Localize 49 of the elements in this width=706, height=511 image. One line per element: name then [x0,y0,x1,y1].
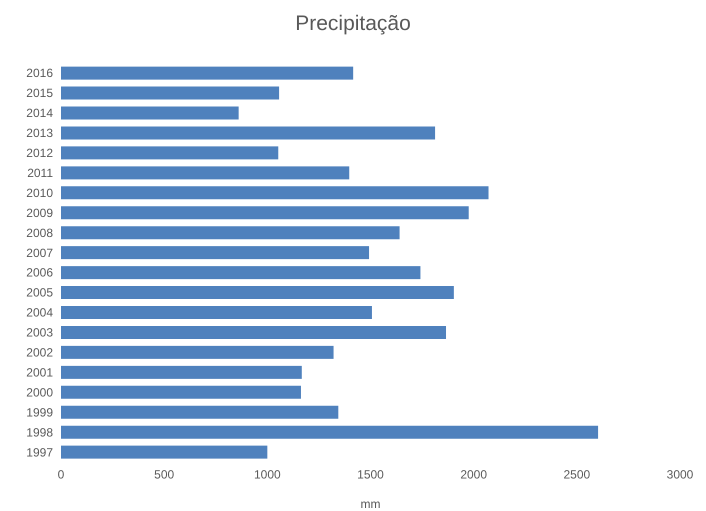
bar [61,366,302,379]
x-tick-label: 2500 [563,468,591,482]
bar [61,306,372,319]
bar [61,146,278,160]
y-tick-label: 2008 [26,226,54,240]
bar [61,226,400,240]
bar [61,426,598,439]
bar [61,326,446,339]
x-tick-label: 0 [58,468,65,482]
x-tick-label: 1500 [357,468,384,482]
y-tick-label: 2015 [26,86,54,100]
y-tick-label: 1998 [26,425,54,440]
bar [61,186,489,200]
y-tick-label: 2010 [26,186,54,200]
x-tick-label: 3000 [666,468,694,482]
bar [61,86,280,100]
bar [61,206,469,220]
y-tick-label: 2011 [27,166,54,180]
y-tick-label: 2013 [26,126,54,140]
y-tick-label: 2002 [26,346,54,360]
bar [61,386,301,399]
bar [61,246,370,260]
bar [61,406,338,419]
x-tick-label: 500 [154,468,174,482]
bar [61,106,239,120]
x-tick-label: 2000 [460,468,488,482]
y-tick-label: 2001 [26,365,54,380]
y-tick-label: 2004 [26,306,54,320]
y-tick-label: 2003 [26,326,54,340]
bar [61,346,334,359]
x-tick-label: 1000 [254,468,282,482]
y-tick-label: 2006 [26,266,54,280]
y-tick-label: 2000 [26,385,54,400]
bar [61,66,354,80]
y-tick-label: 2012 [26,146,54,160]
y-tick-label: 1999 [26,405,54,420]
y-tick-label: 2014 [26,106,54,120]
x-axis-title: mm [360,497,380,511]
bar [61,286,454,300]
bar [61,166,350,180]
bar [61,446,268,459]
bar [61,126,436,140]
chart-title: Precipitação [294,12,412,36]
y-tick-label: 1997 [26,445,54,460]
y-tick-label: 2009 [26,206,54,220]
y-tick-label: 2007 [26,246,54,260]
bar [61,266,420,280]
y-tick-label: 2016 [26,66,54,80]
y-tick-label: 2005 [26,286,54,300]
